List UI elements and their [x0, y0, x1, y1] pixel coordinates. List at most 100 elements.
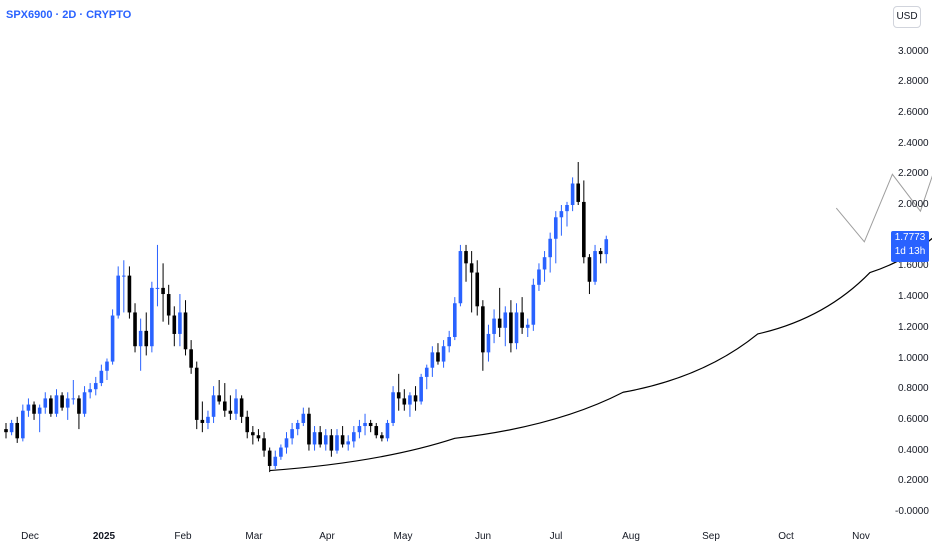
candle: [368, 419, 373, 433]
candle-body: [396, 392, 401, 399]
candle: [565, 201, 569, 227]
candle-body: [413, 395, 418, 402]
candle: [77, 395, 81, 430]
candle-body: [340, 435, 345, 445]
candle-body: [234, 398, 238, 414]
candle: [598, 247, 603, 264]
x-tick-label: 2025: [92, 531, 116, 542]
candle-body: [329, 435, 334, 451]
symbol-title[interactable]: SPX6900 · 2D · CRYPTO: [6, 9, 132, 21]
y-tick-label: 1.6000: [898, 260, 929, 272]
candle: [295, 419, 300, 436]
candle-body: [189, 349, 193, 368]
x-tick-label: Sep: [702, 531, 720, 542]
y-tick-label: 3.0000: [898, 45, 929, 57]
candle: [239, 395, 244, 423]
candle: [576, 162, 581, 205]
candle-body: [385, 422, 390, 439]
support-trendline[interactable]: [269, 116, 932, 472]
candle: [553, 211, 558, 264]
candle: [570, 177, 575, 212]
candle: [251, 426, 255, 445]
candle-body: [587, 257, 592, 282]
candle: [340, 426, 345, 448]
candle: [430, 346, 435, 377]
candle: [116, 266, 120, 319]
candle: [88, 383, 92, 399]
candle: [424, 364, 429, 390]
candle: [408, 392, 412, 417]
candle-body: [65, 398, 70, 408]
candle: [346, 435, 351, 451]
candle-body: [295, 422, 300, 430]
candle: [301, 407, 306, 427]
candle: [122, 260, 126, 313]
candle-body: [363, 422, 367, 427]
candle: [43, 392, 48, 414]
candle-body: [267, 450, 272, 466]
candle-body: [419, 376, 423, 402]
currency-button[interactable]: USD: [893, 6, 921, 28]
y-tick-label: 0.6000: [898, 413, 929, 425]
candle-body: [307, 413, 311, 445]
candle-body: [133, 312, 137, 347]
candle: [60, 392, 64, 411]
candle: [267, 447, 272, 473]
candle: [234, 389, 238, 420]
candle-body: [497, 318, 502, 328]
candle-body: [553, 217, 558, 239]
candle-body: [430, 352, 435, 368]
candle-body: [565, 205, 569, 212]
candle-body: [178, 312, 182, 334]
candle: [26, 398, 31, 417]
candle: [593, 244, 597, 285]
candle: [54, 389, 59, 417]
projection-path[interactable]: [835, 33, 932, 243]
candle-body: [54, 395, 59, 414]
candle-body: [206, 416, 210, 423]
candle: [509, 300, 513, 353]
candle-body: [469, 263, 474, 273]
last-price-label: 1.7773 1d 13h: [891, 231, 929, 262]
candle-body: [43, 398, 48, 408]
candle: [391, 386, 395, 427]
candle-body: [200, 419, 205, 423]
candle: [172, 306, 177, 347]
candle-body: [105, 361, 109, 371]
candle-body: [576, 183, 581, 202]
candle: [105, 358, 109, 380]
y-tick-label: 1.4000: [898, 291, 929, 303]
candle: [458, 244, 463, 307]
candle-body: [301, 413, 306, 423]
candle: [37, 404, 42, 433]
candle-body: [525, 324, 530, 328]
candle: [71, 379, 76, 405]
candle: [380, 432, 384, 442]
candle-body: [251, 432, 255, 436]
candle: [166, 284, 171, 325]
candle: [211, 386, 216, 423]
candle: [144, 312, 149, 356]
candle-body: [32, 404, 36, 414]
candle: [127, 266, 132, 319]
x-tick-label: Jul: [549, 531, 563, 542]
candle: [155, 244, 160, 307]
candle-body: [391, 392, 395, 423]
candle: [245, 410, 250, 439]
x-tick-label: Mar: [245, 531, 263, 542]
candle-body: [335, 435, 339, 451]
candle-body: [559, 211, 564, 218]
candle-body: [116, 275, 120, 316]
candle: [99, 364, 104, 387]
candle: [65, 392, 70, 420]
candle: [363, 413, 367, 436]
candle-body: [9, 422, 14, 433]
x-tick-label: Jun: [474, 531, 492, 542]
candle: [492, 309, 496, 344]
candle-body: [380, 435, 384, 439]
y-tick-label: 0.8000: [898, 383, 929, 395]
candle: [9, 419, 14, 436]
candle: [183, 300, 188, 356]
candle-body: [26, 404, 31, 411]
